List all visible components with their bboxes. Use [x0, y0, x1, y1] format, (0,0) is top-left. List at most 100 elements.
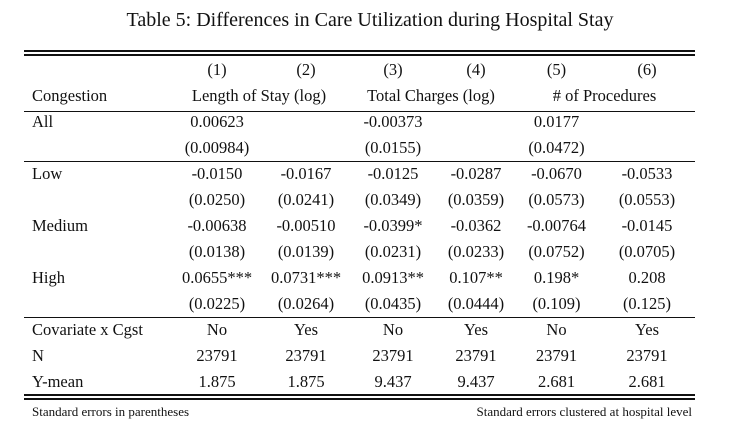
coef-row-low: Low -0.0150 -0.0167 -0.0125 -0.0287 -0.0…: [24, 161, 695, 187]
bottom-rule-1: [24, 394, 695, 396]
se-row-low: (0.0250) (0.0241) (0.0349) (0.0359) (0.0…: [24, 187, 695, 213]
se-cell: (0.0573): [528, 190, 585, 209]
row-label: Covariate x Cgst: [32, 320, 143, 339]
se-cell: (0.0233): [447, 242, 505, 261]
row-label: Medium: [32, 216, 88, 235]
col-number: (1): [207, 60, 227, 79]
coef-cell: -0.0287: [450, 164, 502, 183]
se-cell: (0.0444): [447, 294, 505, 313]
stat-cell: 23791: [285, 346, 327, 365]
top-rule-2: [24, 54, 695, 56]
coef-cell: [599, 109, 695, 135]
group-header-los: Length of Stay (log): [191, 86, 327, 105]
stat-cell: Yes: [463, 320, 488, 339]
coef-cell: -0.0145: [621, 216, 673, 235]
row-label: High: [32, 268, 65, 287]
coef-cell: -0.0150: [191, 164, 243, 183]
coef-cell: -0.00764: [526, 216, 587, 235]
row-label: Low: [32, 164, 63, 183]
coef-cell: 0.0655***: [181, 268, 253, 287]
coef-row-high: High 0.0655*** 0.0731*** 0.0913** 0.107*…: [24, 265, 695, 291]
empty-cell: [24, 135, 170, 161]
stat-cell: 9.437: [457, 372, 495, 391]
coef-cell: 0.208: [628, 268, 666, 287]
stat-row-n: N 23791 23791 23791 23791 23791 23791: [24, 343, 695, 369]
se-cell: (0.0752): [528, 242, 585, 261]
group-header-row: Congestion Length of Stay (log) Total Ch…: [24, 83, 695, 109]
coef-cell: -0.0125: [367, 164, 419, 183]
stat-cell: 23791: [372, 346, 414, 365]
coef-cell: 0.0913**: [362, 268, 424, 287]
se-cell: (0.0553): [618, 190, 676, 209]
se-cell: (0.0472): [528, 138, 585, 157]
coef-cell: -0.00373: [363, 112, 423, 131]
coef-cell: 0.0731***: [270, 268, 342, 287]
se-cell: (0.109): [532, 294, 581, 313]
coef-cell: [264, 109, 348, 135]
se-cell: (0.0139): [277, 242, 335, 261]
stat-cell: 23791: [535, 346, 578, 365]
coef-cell: 0.0177: [533, 112, 580, 131]
col-number: (4): [466, 60, 486, 79]
col-number: (3): [383, 60, 403, 79]
stat-cell: 1.875: [198, 372, 236, 391]
stat-cell: No: [206, 320, 228, 339]
coef-row-all: All 0.00623 -0.00373 0.0177: [24, 109, 695, 135]
stat-cell: 23791: [196, 346, 238, 365]
stat-cell: 2.681: [628, 372, 666, 391]
stat-cell: 2.681: [537, 372, 576, 391]
top-rule-1: [24, 50, 695, 52]
row-label: All: [32, 112, 54, 131]
stat-row-ymean: Y-mean 1.875 1.875 9.437 9.437 2.681 2.6…: [24, 369, 695, 395]
se-cell: [438, 135, 514, 161]
col-number: (6): [637, 60, 657, 79]
stat-cell: Yes: [293, 320, 318, 339]
stat-row-covariate: Covariate x Cgst No Yes No Yes No Yes: [24, 317, 695, 343]
group-header-procedures: # of Procedures: [552, 86, 657, 105]
coef-row-medium: Medium -0.00638 -0.00510 -0.0399* -0.036…: [24, 213, 695, 239]
all-rule: [24, 161, 695, 162]
stat-cell: 23791: [455, 346, 497, 365]
stat-cell: No: [382, 320, 404, 339]
stat-cell: 1.875: [287, 372, 325, 391]
empty-cell: [24, 187, 170, 213]
row-label: Y-mean: [32, 372, 84, 391]
coef-cell: -0.0399*: [363, 216, 423, 235]
se-cell: (0.0705): [618, 242, 676, 261]
empty-cell: [24, 239, 170, 265]
se-cell: (0.0241): [277, 190, 335, 209]
coef-rule: [24, 317, 695, 318]
stat-cell: No: [546, 320, 567, 339]
se-cell: (0.0155): [364, 138, 422, 157]
coef-cell: 0.198*: [533, 268, 580, 287]
se-cell: (0.0250): [188, 190, 246, 209]
coef-cell: -0.0167: [280, 164, 332, 183]
se-row-high: (0.0225) (0.0264) (0.0435) (0.0444) (0.1…: [24, 291, 695, 317]
se-cell: (0.0138): [188, 242, 246, 261]
row-label: N: [32, 346, 44, 365]
se-row-all: (0.00984) (0.0155) (0.0472): [24, 135, 695, 161]
col-number: (2): [296, 60, 316, 79]
coef-cell: -0.0533: [621, 164, 673, 183]
footnote-right: Standard errors clustered at hospital le…: [476, 404, 692, 419]
coef-cell: 0.00623: [190, 112, 244, 131]
se-cell: (0.125): [622, 294, 672, 313]
col-number: (5): [546, 60, 567, 79]
stat-cell: Yes: [634, 320, 659, 339]
row-label-header: Congestion: [32, 86, 108, 105]
footnote-left: Standard errors in parentheses: [32, 404, 190, 419]
table-caption: Table 5: Differences in Care Utilization…: [126, 9, 614, 31]
coef-cell: [438, 109, 514, 135]
se-cell: (0.0435): [364, 294, 422, 313]
se-cell: (0.0359): [447, 190, 505, 209]
se-cell: [599, 135, 695, 161]
coef-cell: -0.0362: [450, 216, 502, 235]
se-cell: (0.0231): [364, 242, 422, 261]
group-header-charges: Total Charges (log): [367, 86, 495, 105]
se-cell: (0.00984): [184, 138, 250, 157]
se-cell: (0.0349): [364, 190, 422, 209]
header-rule: [24, 111, 695, 112]
column-number-row: (1) (2) (3) (4) (5) (6): [24, 57, 695, 83]
bottom-rule-2: [24, 398, 695, 400]
